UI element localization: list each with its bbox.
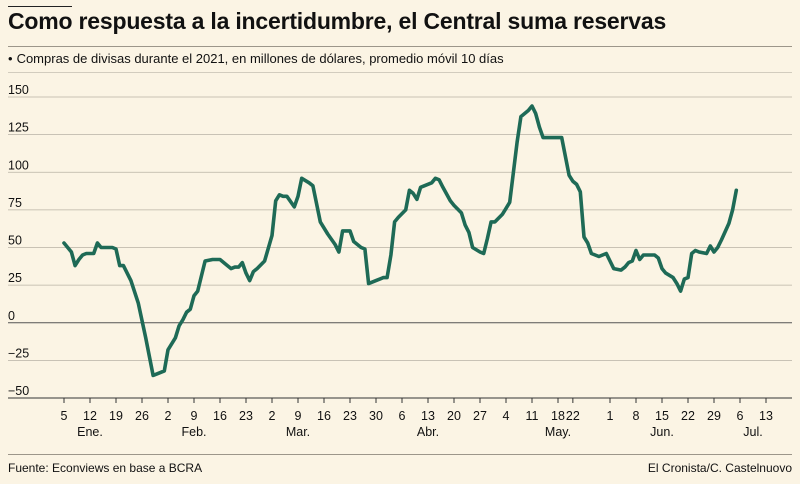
x-tick-label: 29 xyxy=(707,409,721,423)
x-tick-label: 30 xyxy=(369,409,383,423)
title-divider xyxy=(8,46,792,47)
footer-divider xyxy=(8,454,792,455)
chart-subtitle: • Compras de divisas durante el 2021, en … xyxy=(8,51,504,66)
x-tick-label: 18 xyxy=(551,409,565,423)
x-tick-label: 22 xyxy=(681,409,695,423)
month-label: Feb. xyxy=(181,425,206,439)
y-tick-label: −25 xyxy=(8,346,29,360)
x-tick-label: 15 xyxy=(655,409,669,423)
x-tick-label: 4 xyxy=(503,409,510,423)
x-tick-label: 6 xyxy=(737,409,744,423)
x-tick-label: 6 xyxy=(399,409,406,423)
author-credit: El Cronista/C. Castelnuovo xyxy=(647,461,792,475)
x-tick-label: 16 xyxy=(317,409,331,423)
x-tick-label: 13 xyxy=(759,409,773,423)
x-tick-label: 9 xyxy=(295,409,302,423)
x-tick-label: 2 xyxy=(269,409,276,423)
y-tick-label: 0 xyxy=(8,309,15,323)
x-tick-label: 1 xyxy=(607,409,614,423)
x-tick-label: 12 xyxy=(83,409,97,423)
y-axis-labels: 150 125 100 75 50 25 0 −25 −50 xyxy=(8,83,29,398)
subtitle-text: Compras de divisas durante el 2021, en m… xyxy=(16,51,504,66)
month-label: Mar. xyxy=(286,425,310,439)
grid-lines xyxy=(8,96,792,399)
x-tick-label: 9 xyxy=(191,409,198,423)
subtitle-bullet: • xyxy=(8,51,13,66)
x-axis: 5 12 19 26 2 9 16 23 2 9 16 23 30 6 13 20 27 4 11 18 22 1 8 15 2… xyxy=(8,397,792,439)
y-tick-label: 25 xyxy=(8,271,22,285)
month-label: Abr. xyxy=(417,425,439,439)
month-label: May. xyxy=(545,425,571,439)
x-tick-label: 8 xyxy=(633,409,640,423)
x-tick-label: 5 xyxy=(61,409,68,423)
x-tick-label: 13 xyxy=(421,409,435,423)
title-rule xyxy=(8,6,72,7)
x-tick-label: 16 xyxy=(213,409,227,423)
y-tick-label: 75 xyxy=(8,196,22,210)
y-tick-label: 150 xyxy=(8,83,29,97)
series-group xyxy=(62,104,739,378)
y-tick-label: 100 xyxy=(8,158,29,172)
x-tick-label: 22 xyxy=(566,409,580,423)
month-label: Ene. xyxy=(77,425,103,439)
month-label: Jun. xyxy=(650,425,674,439)
x-tick-label: 2 xyxy=(165,409,172,423)
y-tick-label: −50 xyxy=(8,384,29,398)
x-tick-label: 23 xyxy=(343,409,357,423)
subtitle-divider xyxy=(8,72,792,73)
y-tick-label: 50 xyxy=(8,234,22,248)
source-note: Fuente: Econviews en base a BCRA xyxy=(8,461,203,475)
series-line xyxy=(62,104,739,378)
month-label: Jul. xyxy=(743,425,762,439)
x-tick-label: 26 xyxy=(135,409,149,423)
x-tick-label: 19 xyxy=(109,409,123,423)
chart-title: Como respuesta a la incertidumbre, el Ce… xyxy=(8,8,667,34)
x-tick-label: 23 xyxy=(239,409,253,423)
x-tick-label: 11 xyxy=(526,409,539,423)
y-tick-label: 125 xyxy=(8,121,29,135)
x-tick-label: 27 xyxy=(473,409,487,423)
x-tick-label: 20 xyxy=(447,409,461,423)
